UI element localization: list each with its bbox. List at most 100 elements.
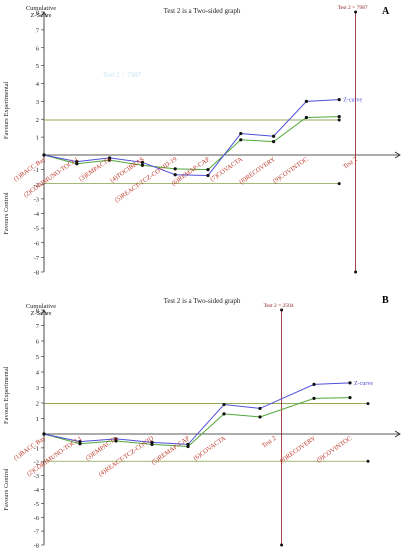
panel-b-ytick-label: -2 — [34, 459, 39, 466]
panel-b-ris-boundary-top — [280, 308, 284, 312]
panel-a-faint-watermark: Test 2 = 7987 — [103, 71, 142, 79]
panel-b-ylabel-line1: Cumulative — [26, 303, 56, 310]
panel-a-secondary-curve-point — [140, 163, 144, 167]
panel-b-ytick-label: 8 — [36, 308, 39, 315]
panel-a-secondary-curve-point — [75, 162, 79, 166]
panel-a-upper-boundary-end — [337, 118, 341, 122]
panel-a-ytick-label: -7 — [34, 255, 40, 262]
panel-b-secondary-curve-point — [348, 395, 352, 400]
panel-a-ytick-label: 3 — [36, 99, 39, 106]
panel-a-ytick-label: 7 — [36, 27, 40, 34]
panel-a-favours-control: Favours Control — [3, 192, 10, 235]
panel-a-ylabel-line2: Z-Score — [31, 12, 52, 19]
panel-a-z-curve-point — [42, 153, 46, 157]
panel-b-ytick-label: 5 — [36, 354, 39, 361]
panel-a-ytick-label: 6 — [36, 45, 40, 52]
panel-b-ris-boundary-bottom — [280, 543, 284, 547]
panel-b-ytick-label: -3 — [34, 473, 39, 480]
panel-a-secondary-curve-point — [206, 168, 210, 172]
panel-b-secondary-curve-point — [222, 412, 226, 416]
panel-a-ytick-label: -2 — [34, 182, 39, 189]
panel-b-favours-experimental: Favours Experimental — [3, 366, 10, 424]
panel-b-category-label: (5)REMAP-CAP — [150, 435, 191, 467]
panel-a-secondary-curve-point — [173, 167, 177, 171]
panel-a-category-label: (9)COVINTOC — [272, 156, 310, 185]
panel-b-z-curve-point — [222, 402, 226, 407]
panel-a-secondary-curve-point — [239, 138, 243, 142]
panel-a-x-axis-arrow — [394, 151, 401, 159]
panel-a-favours-experimental: Favours Experimental — [3, 81, 10, 139]
panel-a-ytick-label: -5 — [34, 226, 39, 233]
panel-b-z-curve-point — [150, 440, 154, 444]
panel-b-category-label: Test 2 — [261, 435, 278, 450]
panel-b-z-curve-point — [114, 437, 118, 441]
panel-b-category-label: (6)COVACTA — [192, 435, 227, 462]
panel-a-category-label: Test 2 — [342, 156, 359, 171]
panel-b-category-label: (8)RECOVERY — [279, 435, 318, 465]
panel-b-ytick-label: 1 — [36, 416, 39, 423]
panel-b-lower-boundary-end — [366, 459, 370, 463]
panel-b-ytick-label: -5 — [34, 501, 39, 508]
panel-b-z-curve-point — [78, 440, 82, 444]
panel-b-z-curve-point — [186, 442, 190, 447]
panel-b-z-curve-point — [258, 406, 262, 411]
panel-b-z-curve-point — [312, 382, 316, 386]
panel-a-ris-boundary-label: Test 2 = 7987 — [338, 5, 368, 11]
panel-a-ytick-label: -8 — [34, 270, 39, 277]
panel-a-letter: A — [382, 6, 390, 17]
panel-b-ytick-label: -6 — [34, 515, 40, 522]
panel-a-ytick-label: 1 — [36, 135, 39, 142]
panel-b-ytick-label: -7 — [34, 529, 40, 536]
panel-a-ytick-label: 4 — [36, 81, 40, 88]
panel-a-secondary-curve-point — [304, 115, 308, 120]
panel-a-z-curve-point — [108, 156, 112, 160]
panel-a-ytick-label: 2 — [36, 117, 39, 124]
panel-b-ytick-label: 3 — [36, 385, 39, 392]
panel-a-z-curve-point — [337, 97, 341, 102]
panel-a-ytick-label: -6 — [34, 240, 40, 247]
panel-a-z-curve-point — [239, 131, 243, 136]
panel-a-z-curve-point — [304, 99, 308, 103]
panel-b-upper-boundary-end — [366, 402, 370, 406]
panel-b-secondary-curve-line — [43, 397, 351, 447]
panel-b-ytick-label: 7 — [36, 323, 40, 330]
panel-a-z-curve-point — [140, 160, 144, 164]
panel-a-ytick-label: -1 — [34, 167, 39, 174]
panel-a-ytick-label: 5 — [36, 63, 39, 70]
panel-a-category-label: (8)RECOVERY — [238, 156, 277, 186]
panel-b-title: Test 2 is a Two-sided graph — [164, 297, 241, 305]
panel-b-ytick-label: 4 — [36, 370, 40, 377]
panel-a-lower-boundary-end — [337, 182, 341, 186]
panel-b-ytick-label: 2 — [36, 401, 39, 408]
panel-a-secondary-curve-point — [337, 114, 341, 119]
panel-b-ytick-label: -8 — [34, 543, 39, 550]
panel-b-ytick-label: -1 — [34, 445, 39, 452]
panel-a-z-curve-point — [173, 173, 177, 177]
panel-a-secondary-curve-point — [108, 158, 112, 162]
panel-b-category-label: (9)COVINTOC — [316, 435, 354, 464]
panel-a-ytick-label: -3 — [34, 196, 39, 203]
panel-b-ytick-label: 6 — [36, 339, 40, 346]
panel-a-ris-boundary-bottom — [354, 270, 358, 274]
panel-b-category-label: (1)BACC Bay — [13, 434, 48, 462]
panel-b-z-curve-label: Z-curve — [354, 381, 373, 387]
panel-a-ris-boundary-top — [354, 10, 358, 14]
panel-b-ris-boundary-label: Test 2 = 2504 — [264, 303, 294, 309]
panel-a-ylabel-line1: Cumulative — [26, 5, 56, 12]
panel-b-z-curve-point — [42, 432, 46, 436]
panel-b-x-axis-arrow — [394, 430, 401, 438]
panel-a-z-curve-point — [272, 134, 276, 138]
panel-b-category-label: (3)EMPACTA — [84, 435, 119, 462]
panel-a-z-curve-line — [43, 99, 340, 176]
panel-a-z-curve-label: Z-curve — [343, 98, 362, 104]
panel-a-z-curve-point — [206, 173, 210, 178]
panel-b-secondary-curve-point — [258, 415, 262, 419]
panel-b-ylabel-line2: Z-Score — [31, 310, 52, 317]
panel-b-letter: B — [382, 295, 389, 306]
panel-b-secondary-curve-point — [312, 396, 316, 400]
panel-a-ytick-label: -4 — [34, 211, 40, 218]
panel-b-favours-control: Favours Control — [3, 468, 10, 511]
panel-a-z-curve-point — [75, 159, 79, 164]
panel-b-ytick-label: -4 — [34, 487, 40, 494]
